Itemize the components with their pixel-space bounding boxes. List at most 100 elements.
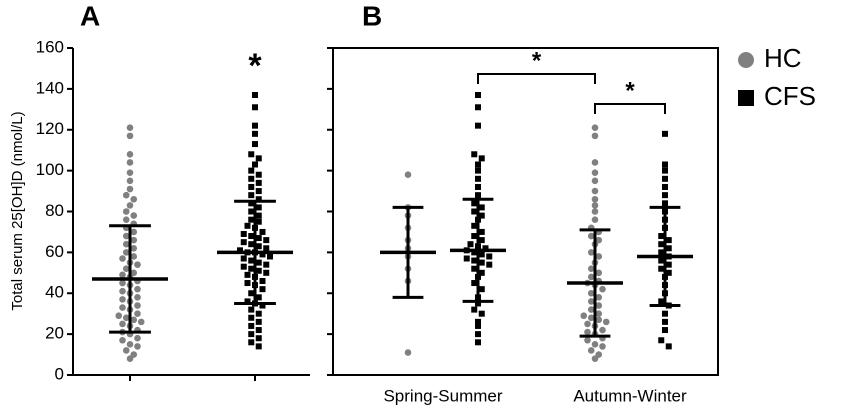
y-tick-label: 120 [36,119,64,138]
data-point [665,343,672,350]
data-point [255,155,262,162]
y-tick-label: 40 [45,283,64,302]
data-point [595,351,603,358]
data-point [587,289,595,297]
data-point [591,124,599,132]
data-point [587,265,595,273]
data-point [255,335,262,342]
data-point [471,306,478,313]
data-point [587,249,595,256]
data-point [130,269,138,277]
x-tick-label: Spring-Summer [383,386,502,405]
data-point [248,257,255,264]
data-point [658,233,665,240]
data-point [475,175,481,182]
data-point [130,253,138,260]
data-point [591,169,599,176]
data-point [126,169,134,176]
y-tick-label: 60 [45,242,64,261]
data-point [259,251,266,258]
data-point [134,343,141,350]
data-point [599,326,606,334]
data-point [122,208,130,215]
data-point [115,312,123,320]
annotation: * [625,77,635,104]
data-point [255,235,262,242]
data-point [658,257,665,264]
data-point [665,261,672,268]
data-point [478,269,485,276]
data-point [126,159,134,166]
data-point [122,232,130,240]
data-point [248,192,255,199]
data-point [658,298,665,305]
data-point [130,351,138,358]
data-point [240,255,247,262]
data-point [130,236,138,244]
data-point [662,167,668,174]
data-point [599,343,606,350]
data-point [122,265,130,273]
data-point [486,253,493,260]
data-point [248,233,255,240]
y-tick-label: 0 [55,364,64,383]
data-point [475,300,481,307]
data-point [662,130,668,137]
data-point [595,316,603,324]
data-point [478,251,485,258]
data-point [475,318,481,325]
data-point [255,310,262,317]
data-point [248,167,255,174]
legend-marker [738,52,754,68]
data-point [595,253,603,260]
data-point [662,183,668,190]
data-point [580,312,588,320]
data-point [255,212,262,219]
data-point [591,159,599,166]
data-point [263,261,270,268]
data-point [475,167,481,174]
data-point [248,322,255,329]
data-point [252,92,258,99]
data-point [248,175,255,182]
data-point [126,132,134,140]
data-point [471,200,478,207]
data-point [130,212,138,219]
data-point [478,212,485,219]
data-point [255,196,262,203]
data-point [259,286,266,293]
data-point [662,175,668,182]
data-point [122,347,130,354]
data-point [662,161,668,168]
data-point [255,318,262,325]
data-point [122,216,130,223]
data-point [471,208,478,215]
data-point [587,232,595,240]
data-point [130,316,138,324]
data-point [119,304,126,311]
annotation: * [532,47,542,74]
data-point [595,302,603,309]
data-point [248,314,255,321]
data-point [587,298,595,305]
data-point [587,314,595,322]
data-point [595,269,603,277]
data-point [599,285,606,293]
y-tick-label: 100 [36,160,64,179]
data-point [255,171,262,178]
legend-marker [738,90,754,106]
legend-label: CFS [764,81,816,111]
data-point [248,339,255,346]
data-point [240,263,247,270]
data-point [404,349,412,356]
data-point [255,188,262,195]
data-point [662,310,668,317]
y-axis-label: Total serum 25[OH]D (nmol/L) [9,111,26,310]
data-point [475,339,481,346]
data-point [471,257,478,264]
data-point [471,222,478,229]
significance-bracket [594,103,666,114]
data-point [255,343,262,350]
data-point [252,104,258,111]
data-point [584,328,591,336]
